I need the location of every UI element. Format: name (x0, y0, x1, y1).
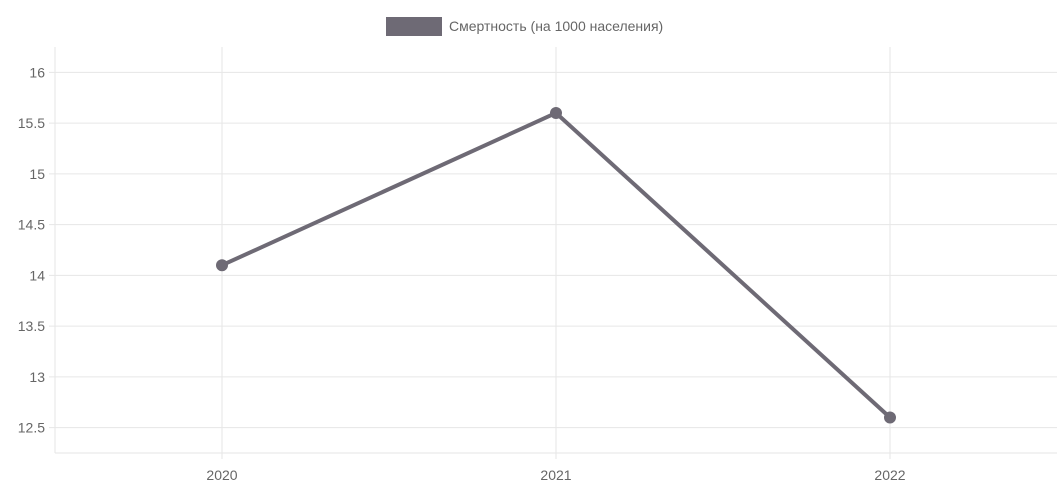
y-tick-label: 14 (29, 267, 45, 283)
data-point[interactable] (550, 106, 562, 119)
x-tick-label: 2020 (206, 467, 237, 482)
y-gridlines (49, 71, 1057, 429)
y-tick-label: 16 (29, 64, 45, 80)
y-tick-labels: 12.5 13 13.5 14 14.5 15 15.5 16 (18, 64, 45, 435)
series-points (216, 106, 896, 424)
x-tick-labels: 2020 2021 2022 (206, 467, 905, 482)
legend-label[interactable]: Смертность (на 1000 населения) (449, 18, 663, 34)
legend-swatch[interactable] (386, 17, 442, 36)
y-tick-label: 13.5 (18, 318, 45, 334)
x-tick-label: 2022 (874, 467, 905, 482)
y-tick-label: 13 (29, 369, 45, 385)
series-layer (216, 106, 896, 424)
y-tick-label: 12.5 (18, 420, 45, 436)
y-tick-label: 15 (29, 166, 45, 182)
y-tick-label: 15.5 (18, 115, 45, 131)
legend[interactable]: Смертность (на 1000 населения) (386, 17, 663, 36)
y-tick-label: 14.5 (18, 217, 45, 233)
x-tick-label: 2021 (540, 467, 571, 482)
data-point[interactable] (884, 411, 896, 424)
data-point[interactable] (216, 259, 228, 272)
